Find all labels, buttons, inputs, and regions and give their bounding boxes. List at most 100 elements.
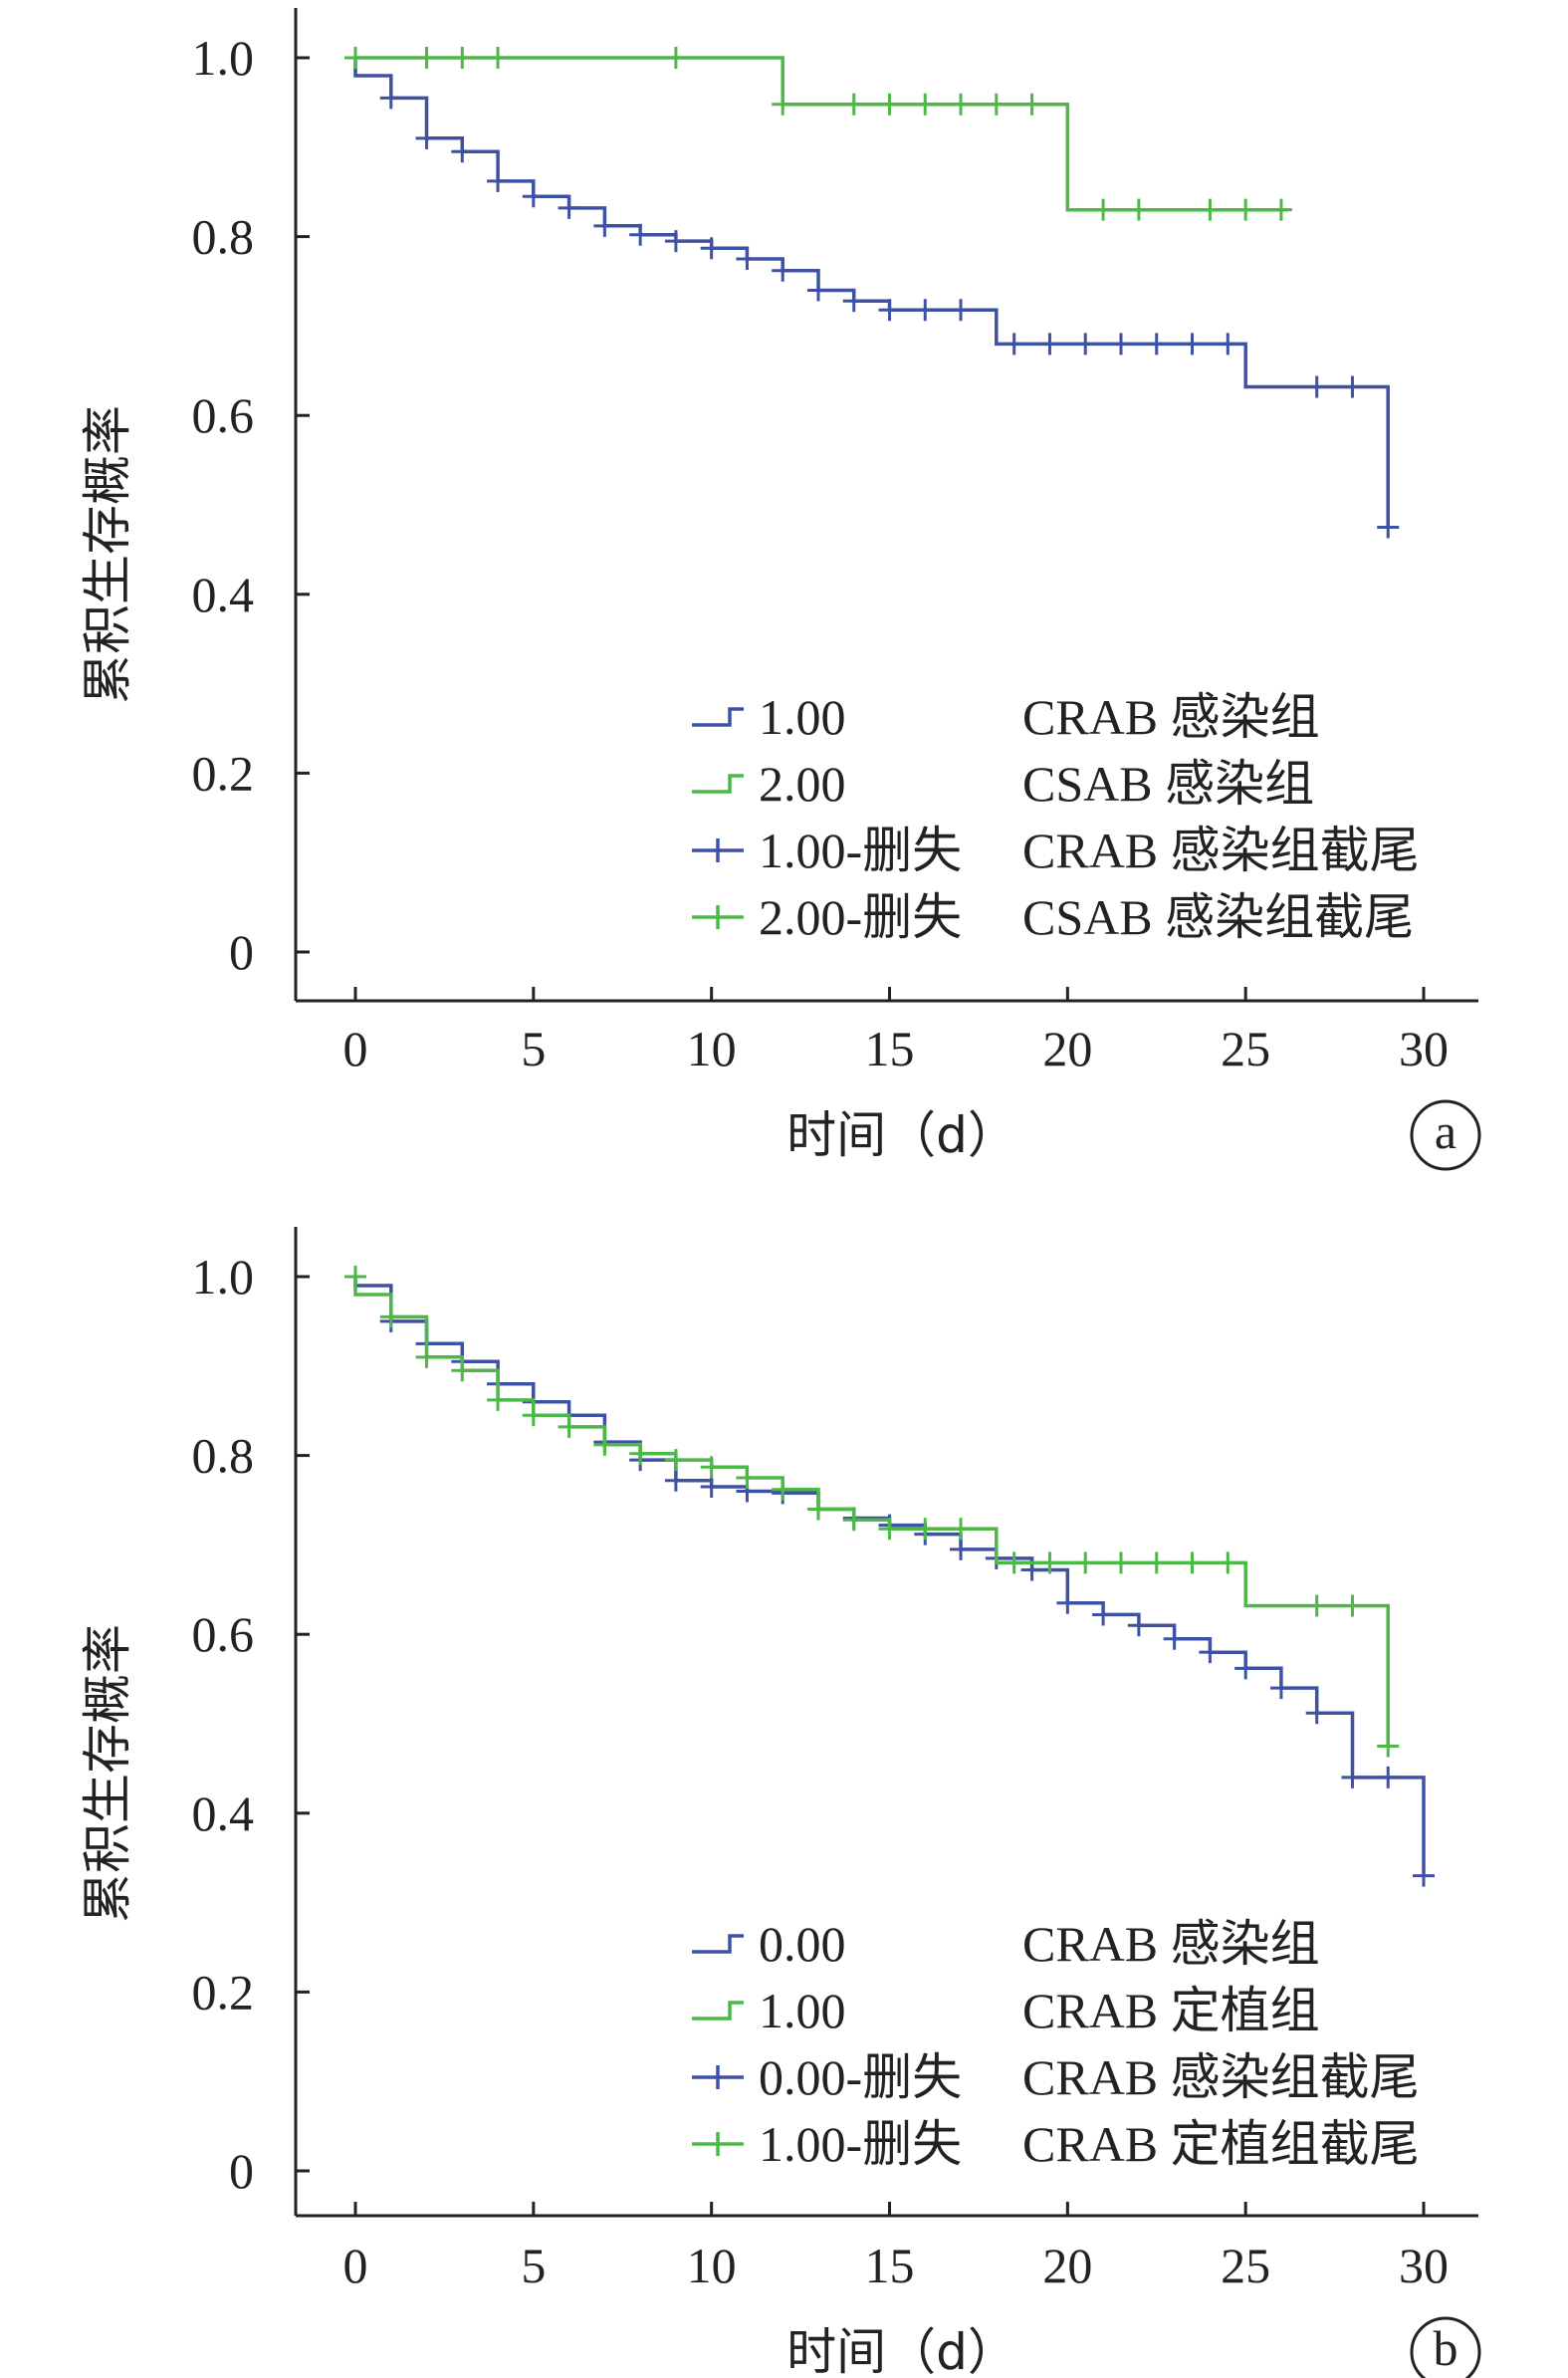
x-tick-label: 0	[343, 2238, 368, 2293]
censor-mark-green	[487, 1388, 510, 1411]
legend-code: 1.00-删失	[759, 2116, 962, 2172]
legend-code: 1.00	[759, 1983, 846, 2038]
y-tick-label: 0.8	[192, 1428, 255, 1484]
censor-mark-green	[487, 47, 510, 69]
x-tick-label: 0	[343, 1021, 368, 1076]
x-tick-label: 25	[1221, 1021, 1270, 1076]
censor-mark-blue	[379, 87, 402, 110]
censor-mark-blue	[772, 259, 794, 282]
censor-mark-green	[772, 93, 794, 116]
chart-panel-b: 00.20.40.60.81.00 5 10 15 20 25 30累积生存概率时间（d）0…	[79, 1227, 1481, 2378]
censor-mark-green	[1341, 1594, 1364, 1617]
censor-mark-green	[664, 47, 687, 69]
censor-mark-green	[451, 1359, 474, 1382]
x-tick-label: 5	[521, 2238, 546, 2293]
censor-mark-blue	[451, 140, 474, 163]
censor-mark-green	[914, 1518, 937, 1541]
censor-mark-green	[1269, 198, 1292, 221]
censor-mark-blue	[1305, 1702, 1328, 1725]
censor-mark-blue	[1003, 333, 1025, 356]
censor-mark-blue	[700, 237, 723, 260]
series-green-step-line	[353, 1277, 1390, 1747]
y-tick-label: 1.0	[192, 1249, 255, 1305]
censor-mark-green	[1305, 1594, 1328, 1617]
legend-label: CRAB 感染组截尾	[1022, 2049, 1420, 2105]
censor-mark-green	[1092, 198, 1115, 221]
legend-code: 1.00	[759, 689, 846, 745]
censor-mark-blue	[593, 214, 616, 237]
censor-mark-blue	[1127, 1614, 1150, 1637]
censor-mark-green	[1217, 1551, 1239, 1574]
legend-step-symbol	[692, 774, 744, 794]
censor-mark-green	[950, 1518, 973, 1541]
legend-step-symbol	[692, 707, 744, 727]
censor-mark-blue	[1181, 333, 1204, 356]
legend-label: CRAB 感染组	[1022, 689, 1320, 745]
censor-mark-blue	[1217, 333, 1239, 356]
censor-mark-green	[1038, 1551, 1061, 1574]
legend-code: 0.00	[759, 1916, 846, 1972]
legend-step-symbol	[692, 1934, 744, 1954]
censor-mark-blue	[842, 290, 865, 313]
legend-censor-symbol	[692, 2132, 744, 2156]
censor-mark-green	[878, 1518, 901, 1541]
x-tick-label: 30	[1399, 2238, 1449, 2293]
censor-mark-green	[415, 1345, 438, 1368]
y-tick-label: 0.2	[192, 745, 255, 801]
y-axis-title: 累积生存概率	[79, 1624, 136, 1923]
panel-letter-circle	[1410, 2316, 1481, 2378]
censor-mark-blue	[700, 1476, 723, 1499]
y-tick-label: 0.4	[192, 567, 255, 622]
x-tick-label: 15	[865, 1021, 915, 1076]
legend-code: 1.00-删失	[759, 823, 962, 878]
censor-mark-blue	[1092, 1603, 1115, 1626]
censor-mark-blue	[1269, 1677, 1292, 1700]
series-blue-step-line	[353, 58, 1390, 528]
censor-mark-blue	[664, 1469, 687, 1492]
censor-mark-green	[1377, 1735, 1400, 1758]
panel-letter: a	[1435, 1103, 1456, 1159]
legend-code: 2.00-删失	[759, 889, 962, 945]
censor-mark-blue	[1305, 375, 1328, 398]
x-tick-label: 20	[1042, 1021, 1092, 1076]
censor-mark-blue	[806, 279, 829, 302]
censor-mark-green	[736, 1467, 759, 1490]
censor-mark-blue	[1377, 516, 1400, 539]
y-axis-title: 累积生存概率	[79, 405, 136, 704]
censor-mark-blue	[1377, 1766, 1400, 1788]
y-tick-label: 1.0	[192, 30, 255, 86]
legend-label: CSAB 感染组	[1022, 756, 1314, 812]
legend-label: CSAB 感染组截尾	[1022, 889, 1414, 945]
censor-mark-blue	[950, 299, 973, 322]
censor-mark-blue	[629, 223, 652, 246]
y-tick-label: 0.2	[192, 1964, 255, 2020]
censor-mark-green	[593, 1433, 616, 1456]
censor-mark-blue	[1199, 1641, 1222, 1664]
legend-step-symbol	[692, 2001, 744, 2021]
y-tick-label: 0	[229, 2143, 254, 2199]
censor-mark-blue	[1145, 333, 1168, 356]
censor-mark-green	[1003, 1551, 1025, 1574]
x-tick-label: 10	[687, 1021, 737, 1076]
x-tick-label: 10	[687, 2238, 737, 2293]
censor-mark-blue	[1038, 333, 1061, 356]
censor-mark-blue	[736, 248, 759, 271]
y-tick-label: 0.6	[192, 1606, 255, 1662]
x-tick-label: 25	[1221, 2238, 1270, 2293]
series-blue-step-line	[353, 1277, 1426, 1876]
censor-mark-blue	[415, 126, 438, 149]
censor-mark-green	[1234, 198, 1257, 221]
legend-censor-symbol	[692, 905, 744, 929]
y-tick-label: 0.4	[192, 1785, 255, 1841]
censor-mark-blue	[664, 230, 687, 253]
censor-mark-blue	[487, 169, 510, 192]
censor-mark-green	[558, 1415, 580, 1438]
censor-mark-green	[1109, 1551, 1132, 1574]
censor-mark-blue	[1341, 375, 1364, 398]
censor-mark-green	[629, 1442, 652, 1465]
legend-censor-symbol	[692, 2065, 744, 2089]
x-tick-label: 5	[521, 1021, 546, 1076]
censor-mark-green	[842, 1509, 865, 1532]
censor-mark-blue	[1341, 1766, 1364, 1788]
